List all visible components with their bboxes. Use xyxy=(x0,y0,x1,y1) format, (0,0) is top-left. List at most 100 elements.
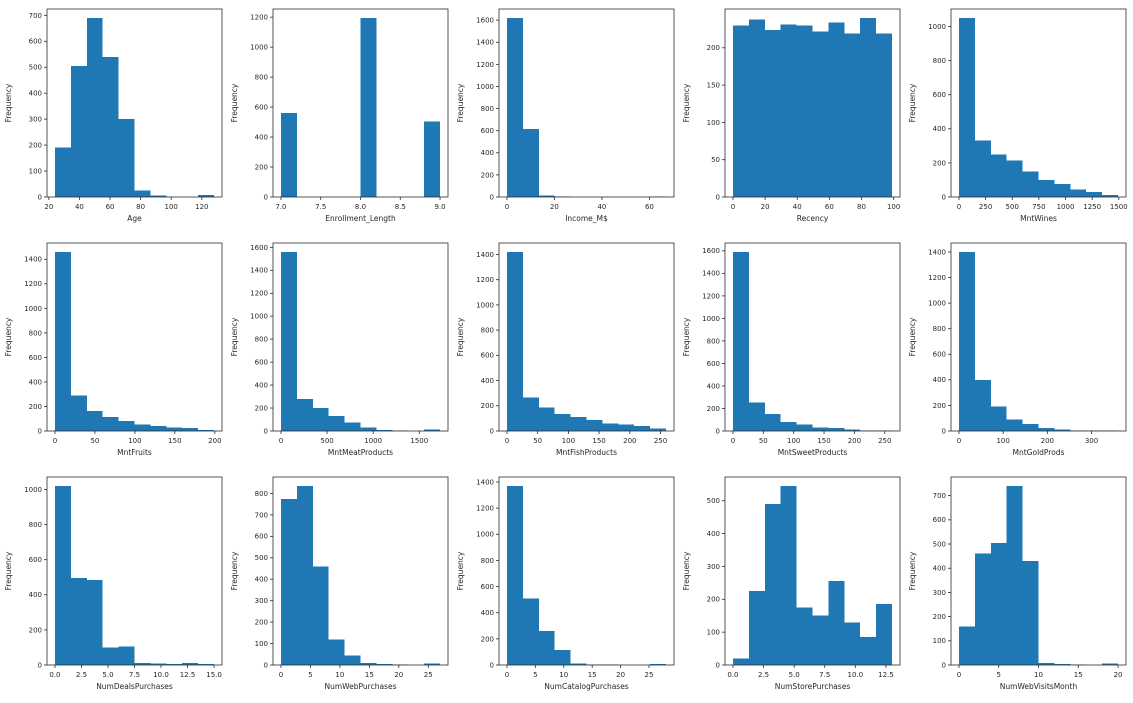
x-tick-label: 20 xyxy=(1114,671,1123,679)
x-tick-label: 5.0 xyxy=(102,671,113,679)
histogram-bar xyxy=(102,416,119,431)
x-tick-label: 250 xyxy=(654,437,667,445)
histogram-bar xyxy=(586,419,603,431)
y-tick-label: 800 xyxy=(933,325,946,333)
plot-canvas: 0 200 400 600 800 1000 0.0 2.5 5.0 7.5 10.0 12.5 15.… xyxy=(4,476,223,691)
y-tick-label: 1000 xyxy=(476,83,494,91)
histogram-bar xyxy=(70,395,87,431)
x-tick-label: 15 xyxy=(588,671,597,679)
y-tick-label: 600 xyxy=(933,351,946,359)
y-tick-label: 700 xyxy=(29,12,42,20)
y-tick-label: 0 xyxy=(942,661,946,669)
plot-canvas: 0 200 400 600 800 1000 1200 1400 0 50 100 150 200 250… xyxy=(456,242,675,457)
x-tick-label: 0 xyxy=(505,437,509,445)
x-tick-label: 100 xyxy=(165,203,178,211)
histogram-bar xyxy=(990,406,1007,431)
y-tick-label: 0 xyxy=(942,193,946,201)
histogram-bar xyxy=(974,140,991,197)
x-axis-label: Enrollment_Length xyxy=(325,214,396,223)
x-tick-label: 25 xyxy=(424,671,433,679)
y-tick-label: 1200 xyxy=(476,276,494,284)
y-tick-label: 800 xyxy=(481,557,494,565)
y-tick-label: 600 xyxy=(29,354,42,362)
y-tick-label: 600 xyxy=(29,556,42,564)
x-tick-label: 50 xyxy=(533,437,542,445)
y-tick-label: 200 xyxy=(481,171,494,179)
x-tick-label: 60 xyxy=(645,203,654,211)
x-tick-label: 500 xyxy=(320,437,333,445)
x-tick-label: 9.0 xyxy=(434,203,445,211)
axes-frame xyxy=(272,476,449,666)
histogram-bar xyxy=(70,65,87,198)
histogram-bar xyxy=(812,615,829,665)
x-tick-label: 15.0 xyxy=(206,671,222,679)
y-tick-label: 1000 xyxy=(702,315,720,323)
histogram-bar xyxy=(150,663,167,665)
histogram-bar xyxy=(538,631,555,665)
y-tick-label: 0 xyxy=(490,427,494,435)
histogram-bar xyxy=(118,421,135,431)
histogram-bar xyxy=(150,426,167,431)
histogram-bar xyxy=(990,542,1007,665)
x-tick-label: 100 xyxy=(996,437,1009,445)
axes-frame xyxy=(498,476,675,666)
histogram-bar xyxy=(198,429,215,431)
histogram-bar xyxy=(650,428,667,431)
histogram-bar xyxy=(860,637,877,665)
axes-frame xyxy=(724,8,901,198)
y-tick-label: 1000 xyxy=(928,23,946,31)
histogram-bar xyxy=(828,581,845,665)
y-tick-label: 1400 xyxy=(250,267,268,275)
histogram-bar xyxy=(554,649,571,665)
y-tick-label: 200 xyxy=(933,159,946,167)
y-tick-label: 800 xyxy=(707,337,720,345)
histogram-bar xyxy=(424,121,441,197)
x-axis-label: Age xyxy=(127,214,142,223)
x-tick-label: 8.5 xyxy=(395,203,406,211)
histogram-bar xyxy=(1022,560,1039,665)
y-tick-label: 400 xyxy=(933,565,946,573)
y-tick-label: 200 xyxy=(255,163,268,171)
x-tick-label: 2.5 xyxy=(76,671,87,679)
x-tick-label: 2.5 xyxy=(758,671,769,679)
histogram-mntfruits: 0 200 400 600 800 1000 1200 1400 0 50 100 150 200 Mnt… xyxy=(0,234,226,468)
y-tick-label: 1200 xyxy=(24,280,42,288)
x-tick-label: 100 xyxy=(787,437,800,445)
plot-canvas: 0 100 200 300 400 500 600 700 0 5 10 15 20 NumWebVisi… xyxy=(908,476,1127,691)
y-tick-label: 200 xyxy=(481,402,494,410)
y-tick-label: 200 xyxy=(29,403,42,411)
x-tick-label: 7.5 xyxy=(819,671,830,679)
histogram-bar xyxy=(780,421,797,431)
plot-canvas: 0 200 400 600 800 1000 1200 1400 0 5 10 15 20 25 NumCa… xyxy=(456,476,675,691)
histogram-bar xyxy=(360,662,377,665)
y-tick-label: 100 xyxy=(255,640,268,648)
x-tick-label: 10.0 xyxy=(153,671,169,679)
y-tick-label: 1000 xyxy=(928,300,946,308)
x-axis-label: MntFruits xyxy=(117,448,152,457)
x-tick-label: 12.5 xyxy=(878,671,894,679)
x-axis-label: MntFishProducts xyxy=(556,448,617,457)
histogram-bar xyxy=(360,427,377,431)
x-tick-label: 8.0 xyxy=(355,203,366,211)
histogram-bar xyxy=(748,19,765,197)
histogram-bar xyxy=(1006,160,1023,197)
histogram-enrollment-length: 0 200 400 600 800 1000 1200 7.0 7.5 8.0 8.5 9.0 Enro… xyxy=(226,0,452,234)
histogram-bar xyxy=(506,485,523,665)
histogram-bar xyxy=(1086,192,1103,197)
y-tick-label: 100 xyxy=(933,637,946,645)
histogram-bar xyxy=(1006,485,1023,665)
histogram-bar xyxy=(780,24,797,198)
x-tick-label: 10.0 xyxy=(848,671,864,679)
axes-frame xyxy=(950,242,1127,432)
histogram-bar xyxy=(554,413,571,431)
y-axis-label: Frequency xyxy=(230,551,239,590)
x-tick-label: 7.5 xyxy=(315,203,326,211)
x-tick-label: 5 xyxy=(533,671,537,679)
histogram-bar xyxy=(732,25,749,197)
histogram-bar xyxy=(86,579,103,665)
y-tick-label: 0 xyxy=(38,427,42,435)
x-tick-label: 200 xyxy=(848,437,861,445)
y-tick-label: 200 xyxy=(481,635,494,643)
y-tick-label: 300 xyxy=(255,597,268,605)
y-tick-label: 400 xyxy=(255,133,268,141)
